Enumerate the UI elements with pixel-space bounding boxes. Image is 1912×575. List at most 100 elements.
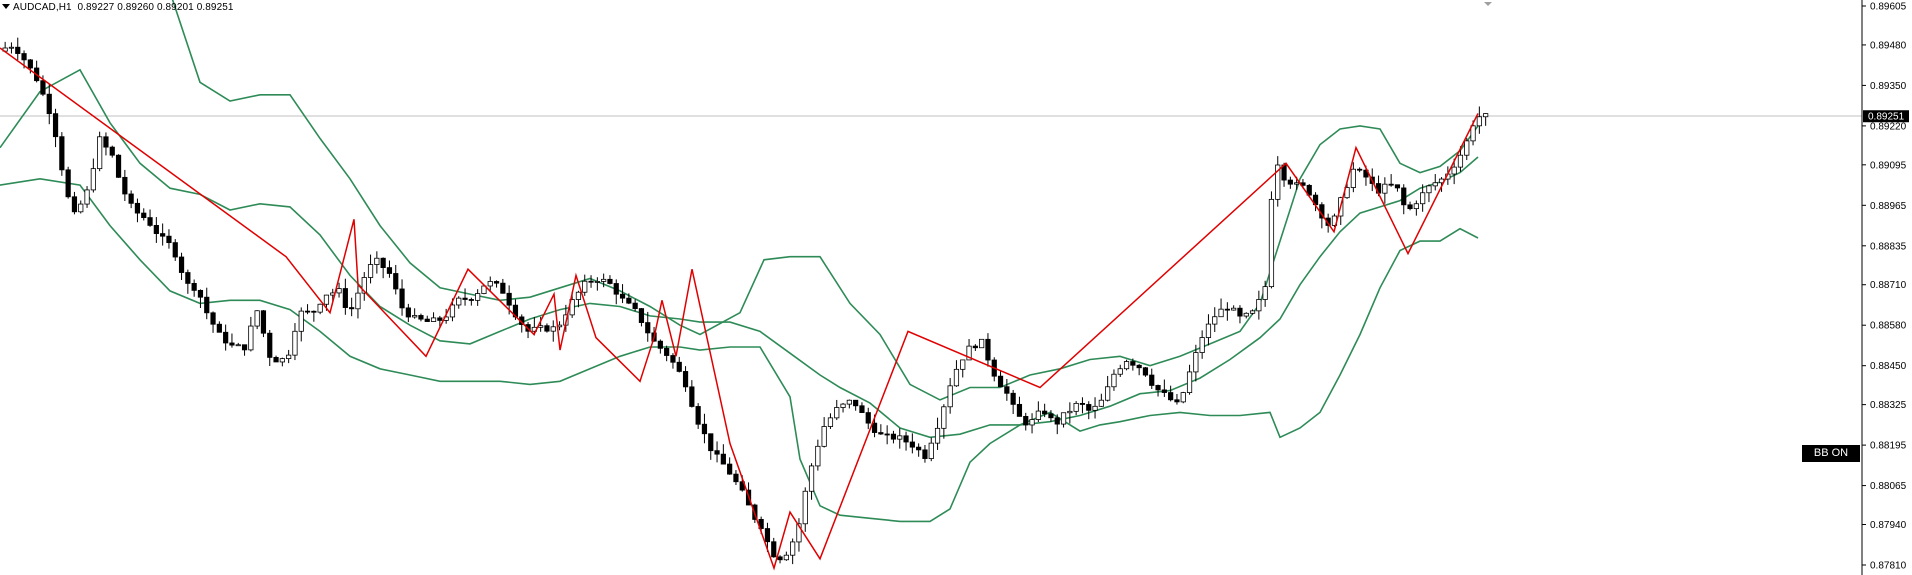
candle-bear — [1224, 308, 1230, 311]
candle-bull — [1382, 183, 1388, 194]
candle-bear — [191, 283, 197, 291]
candle-bear — [216, 323, 222, 333]
candle-bear — [701, 423, 708, 435]
candle-bear — [71, 196, 78, 213]
candle-bull — [84, 189, 90, 205]
candle-bear — [260, 310, 267, 334]
candle-bear — [619, 293, 626, 299]
candle-bull — [1294, 182, 1300, 185]
candle-bull — [1098, 399, 1104, 407]
candle-bear — [1357, 168, 1363, 171]
candle-bull — [279, 358, 285, 363]
candle-bull — [1123, 361, 1130, 370]
candle-bull — [840, 403, 846, 408]
candle-bull — [248, 325, 254, 351]
candle-bull — [286, 354, 292, 360]
candle-bear — [682, 371, 689, 388]
candle-bear — [1048, 413, 1054, 419]
candle-bull — [1268, 198, 1275, 288]
candle-bear — [380, 257, 386, 269]
open-price: 0.89227 — [77, 2, 115, 13]
candle-bear — [349, 307, 355, 310]
symbol-header: AUDCAD,H1 0.89227 0.89260 0.89201 0.8925… — [2, 2, 234, 13]
candle-bull — [1420, 192, 1426, 205]
candle-bull — [1092, 405, 1098, 411]
candle-bear — [916, 446, 922, 451]
bb-toggle-button[interactable]: BB ON — [1802, 445, 1860, 462]
candle-bear — [764, 528, 771, 543]
candle-bear — [185, 272, 191, 284]
candle-bull — [979, 338, 985, 349]
candle-bear — [437, 317, 443, 321]
candle-bull — [1451, 166, 1457, 175]
candle-bull — [235, 344, 241, 347]
candle-bear — [720, 453, 726, 465]
candle-bear — [267, 332, 273, 358]
chart-shift-marker-icon[interactable] — [1484, 2, 1492, 6]
candle-bull — [1413, 203, 1419, 210]
candle-bear — [1004, 386, 1010, 394]
current-price-badge — [1863, 110, 1909, 123]
candle-bear — [342, 288, 348, 308]
candle-bear — [1401, 187, 1407, 206]
candle-bear — [544, 325, 550, 332]
axis-tick-label: 0.89095 — [1870, 160, 1907, 171]
axis-tick-label: 0.88065 — [1870, 481, 1907, 492]
candle-bear — [506, 292, 512, 306]
candle-bull — [783, 554, 789, 561]
high-price: 0.89260 — [117, 2, 155, 13]
candle-bear — [462, 297, 468, 300]
candle-bear — [46, 93, 52, 115]
candle-bull — [1105, 386, 1111, 401]
collapse-triangle-icon[interactable] — [2, 4, 10, 9]
price-axis[interactable]: 0.89605 0.89480 0.89350 0.89220 0.89095 0.889… — [1861, 0, 1909, 575]
candle-bull — [802, 490, 808, 525]
axis-tick-label: 0.88965 — [1870, 201, 1907, 212]
candle-bear — [103, 136, 109, 148]
candle-bear — [386, 267, 393, 274]
candle-bear — [878, 432, 884, 435]
axis-tick-label: 0.88710 — [1870, 280, 1907, 291]
candle-bull — [1464, 140, 1470, 156]
candle-bull — [790, 541, 796, 556]
candle-bear — [771, 541, 777, 558]
candle-bear — [1237, 307, 1243, 317]
candle-bear — [1394, 184, 1401, 189]
axis-tick-label: 0.88450 — [1870, 361, 1907, 372]
candle-bear — [172, 242, 178, 258]
candle-bull — [487, 281, 493, 287]
candle-bull — [254, 310, 260, 327]
candle-bull — [1218, 308, 1224, 318]
candle-bear — [733, 473, 739, 483]
candlesticks — [2, 37, 1489, 565]
candle-bear — [871, 422, 878, 433]
candle-bull — [8, 46, 15, 49]
candle-bear — [714, 450, 720, 455]
candle-bull — [1073, 402, 1079, 412]
candle-bear — [109, 146, 115, 156]
candle-bear — [178, 256, 185, 273]
candle-bear — [1149, 374, 1155, 386]
low-price: 0.89201 — [156, 2, 194, 13]
candle-bull — [1180, 392, 1186, 403]
candle-bull — [1067, 410, 1073, 414]
candle-bull — [1350, 168, 1356, 188]
candle-bear — [399, 288, 405, 309]
candle-bull — [361, 277, 367, 294]
candle-bull — [1243, 312, 1249, 317]
candle-bull — [934, 427, 941, 444]
candle-bull — [1432, 182, 1438, 187]
candle-bull — [292, 330, 298, 356]
candle-bear — [607, 278, 613, 284]
candle-bear — [985, 338, 991, 361]
candle-bear — [997, 375, 1004, 388]
candle-bull — [1035, 410, 1041, 420]
candle-bull — [953, 368, 960, 387]
axis-tick-label: 0.88195 — [1870, 441, 1907, 452]
candle-bear — [1161, 389, 1167, 393]
candle-bear — [160, 233, 166, 237]
candle-bull — [928, 442, 934, 459]
candle-bear — [40, 80, 46, 95]
